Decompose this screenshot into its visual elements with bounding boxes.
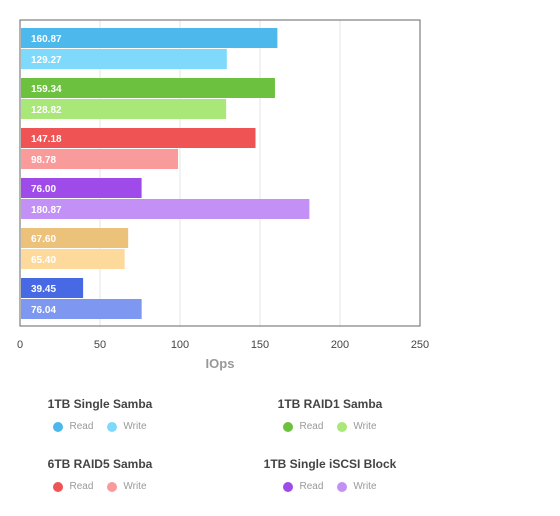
plot-frame: [19, 19, 421, 327]
legend-label: Write: [353, 481, 377, 492]
bar-value-label: 128.82: [31, 105, 62, 116]
legend-label: Write: [123, 421, 147, 432]
legend-group-1tb-single-iscsi-block: 1TB Single iSCSI Block Read Write: [230, 457, 430, 492]
dot-icon: [53, 481, 64, 492]
grid-lines: [99, 20, 341, 326]
legend-group-1tb-raid1-samba: 1TB RAID1 Samba Read Write: [230, 397, 430, 432]
bar-write[interactable]: [21, 49, 227, 69]
bar-value-label: 98.78: [31, 155, 56, 166]
legend-label: Read: [299, 421, 324, 432]
legend-item-read[interactable]: Read: [283, 481, 323, 492]
legend-title: 1TB RAID1 Samba: [277, 397, 383, 411]
bar-value-label: 180.87: [31, 205, 62, 216]
legend-group-1tb-single-samba: 1TB Single Samba Read Write: [0, 397, 200, 432]
bar-value-label: 65.40: [31, 255, 56, 266]
bar-value-label: 39.45: [31, 284, 56, 295]
dot-icon: [283, 421, 294, 432]
dot-icon: [107, 421, 118, 432]
legend-item-write[interactable]: Write: [107, 481, 147, 492]
dot-icon: [283, 481, 294, 492]
bar-read[interactable]: [21, 228, 129, 248]
legend-item-write[interactable]: Write: [337, 481, 377, 492]
x-tick-label: 0: [17, 339, 23, 351]
legend-group-6tb-raid5-samba: 6TB RAID5 Samba Read Write: [0, 457, 200, 492]
dot-icon: [337, 421, 348, 432]
dot-icon: [337, 481, 348, 492]
legend-item-write[interactable]: Write: [107, 421, 147, 432]
legend-label: Read: [299, 481, 324, 492]
bars: 160.87 129.27 159.34 128.82 147.18 98.78 76.00…: [21, 28, 310, 319]
legend-item-read[interactable]: Read: [283, 421, 323, 432]
bar-value-label: 159.34: [31, 84, 62, 95]
legend-item-read[interactable]: Read: [53, 421, 93, 432]
bar-read[interactable]: [21, 28, 278, 48]
x-tick-label: 100: [171, 339, 189, 351]
legend-label: Read: [69, 421, 94, 432]
legend-label: Write: [123, 481, 147, 492]
bar-write[interactable]: [21, 249, 125, 269]
legend-title: 1TB Single iSCSI Block: [263, 457, 397, 471]
legend-title: 1TB Single Samba: [47, 397, 153, 411]
bar-write[interactable]: [21, 199, 310, 219]
bar-write[interactable]: [21, 299, 142, 319]
x-tick-label: 50: [94, 339, 106, 351]
bar-write[interactable]: [21, 149, 179, 169]
legend-label: Write: [353, 421, 377, 432]
bar-value-label: 160.87: [31, 34, 62, 45]
legend-item-write[interactable]: Write: [337, 421, 377, 432]
bar-value-label: 76.04: [31, 305, 56, 316]
legend-label: Read: [69, 481, 94, 492]
legend-item-read[interactable]: Read: [53, 481, 93, 492]
bar-value-label: 76.00: [31, 184, 56, 195]
bar-chart: 160.87 129.27 159.34 128.82 147.18 98.78 76.00…: [17, 19, 429, 371]
x-axis-label: IOps: [206, 356, 235, 371]
bar-value-label: 147.18: [31, 134, 62, 145]
dot-icon: [107, 481, 118, 492]
legend-title: 6TB RAID5 Samba: [47, 457, 153, 471]
x-axis-ticks: 0 50 100 150 200 250: [17, 339, 429, 351]
bar-read[interactable]: [21, 278, 84, 298]
dot-icon: [53, 421, 64, 432]
bar-read[interactable]: [21, 78, 275, 98]
x-tick-label: 150: [251, 339, 269, 351]
bar-value-label: 67.60: [31, 234, 56, 245]
bar-value-label: 129.27: [31, 55, 62, 66]
x-tick-label: 250: [411, 339, 429, 351]
bar-read[interactable]: [21, 128, 256, 148]
x-tick-label: 200: [331, 339, 349, 351]
bar-read[interactable]: [21, 178, 142, 198]
bar-write[interactable]: [21, 99, 227, 119]
